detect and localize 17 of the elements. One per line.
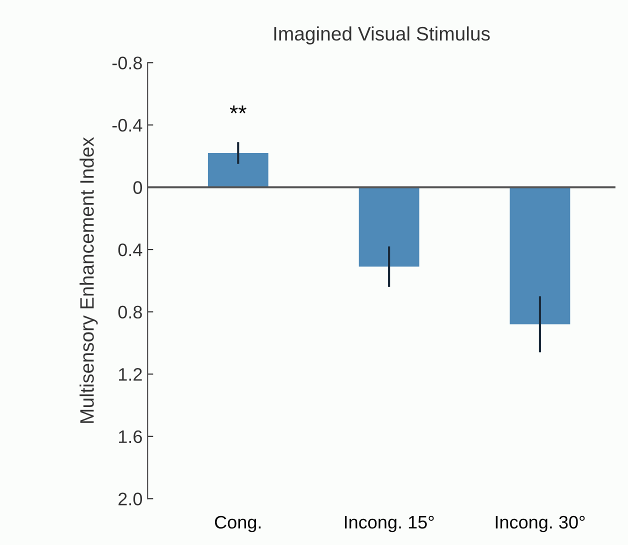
x-tick-label: Cong.	[214, 516, 261, 532]
x-tick-label: Incong. 15°	[344, 516, 434, 532]
annotation: **	[230, 106, 246, 114]
y-axis-title: Multisensory Enhancement Index	[80, 137, 98, 423]
y-tick-label: -0.4	[112, 118, 142, 132]
y-tick-label: 0.8	[118, 306, 142, 319]
y-tick-label: 2.0	[118, 492, 142, 506]
x-tick-label: Incong. 30°	[496, 516, 585, 532]
bar	[358, 187, 420, 267]
y-tick-label: 0	[133, 181, 142, 194]
bar	[208, 152, 268, 188]
y-tick-label: 0.4	[118, 243, 142, 256]
y-tick-label: 1.2	[119, 368, 142, 381]
chart-title: Imagined Visual Stimulus	[274, 26, 490, 44]
y-tick-label: 1.6	[119, 430, 142, 444]
bar	[510, 187, 570, 324]
y-tick-label: -0.8	[112, 56, 142, 70]
